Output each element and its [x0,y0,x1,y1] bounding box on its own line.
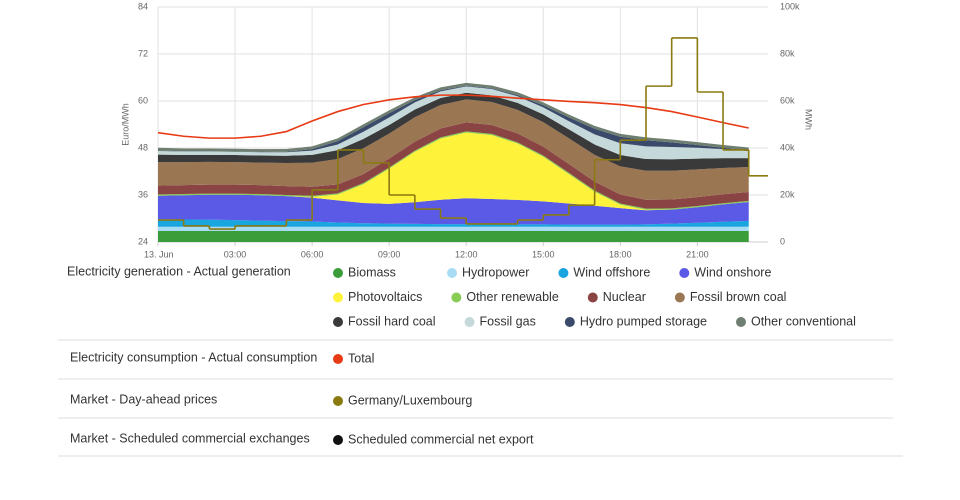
area [158,230,749,242]
area [158,122,749,209]
y2-axis-title: MWh [804,109,814,130]
legend-marker [464,317,475,327]
area [158,99,749,200]
x-tick-label: 18:00 [609,249,632,259]
area [158,92,749,171]
y-tick-label: 48 [138,142,148,152]
y-axis-title: Euro/MWh [120,103,130,146]
x-tick-label: 15:00 [532,249,555,259]
legend-label[interactable]: Biomass [348,265,396,279]
legend-label[interactable]: Wind offshore [573,265,650,279]
y2-tick-label: 60k [780,95,795,105]
y-tick-label: 84 [138,1,148,11]
legend-group-title: Electricity generation - Actual generati… [67,264,291,278]
x-tick-label: 12:00 [455,249,478,259]
legend-marker [333,354,343,364]
legend-marker [333,396,343,406]
x-tick-label: 21:00 [686,249,709,259]
legend-marker [333,268,343,278]
legend-label[interactable]: Other renewable [466,290,558,304]
legend-marker [735,317,746,327]
x-tick-label: 09:00 [378,249,401,259]
legend-label[interactable]: Other conventional [751,314,856,328]
legend-label[interactable]: Fossil gas [480,314,536,328]
legend-label[interactable]: Scheduled commercial net export [348,432,534,446]
legend-label[interactable]: Photovoltaics [348,290,422,304]
area [158,85,749,153]
y2-tick-label: 80k [780,48,795,58]
y2-tick-label: 20k [780,189,795,199]
area [158,219,749,227]
legend-label[interactable]: Total [348,351,374,365]
area [158,226,749,231]
area [158,86,749,160]
x-tick-label: 06:00 [301,249,324,259]
legend-marker [333,435,343,445]
x-tick-label: 03:00 [224,249,247,259]
legend-marker [564,317,575,327]
legend-label[interactable]: Germany/Luxembourg [348,393,472,407]
legend-label[interactable]: Hydro pumped storage [580,314,707,328]
areas [158,82,749,242]
y-tick-label: 24 [138,236,148,246]
y2-tick-label: 100k [780,1,800,11]
legend-label[interactable]: Fossil hard coal [348,314,436,328]
legend-label[interactable]: Hydropower [462,265,529,279]
legend-label[interactable]: Fossil brown coal [690,290,787,304]
legend-label[interactable]: Nuclear [603,290,646,304]
legend-group-title: Market - Scheduled commercial exchanges [70,431,310,445]
y-tick-label: 60 [138,95,148,105]
x-tick-label: 13. Jun [144,249,174,259]
legend-label[interactable]: Wind onshore [694,265,771,279]
legend-marker [674,292,685,303]
area [158,132,749,211]
legend-marker [587,292,598,303]
y-tick-label: 36 [138,189,148,199]
y-tick-label: 72 [138,48,148,58]
y2-tick-label: 40k [780,142,795,152]
area [158,194,749,225]
legend-marker [333,292,343,303]
consumption-line [157,94,749,139]
lines [157,37,768,230]
legend-group-title: Electricity consumption - Actual consump… [70,350,317,364]
legend-marker [333,317,343,327]
legend-marker [447,268,457,278]
legend-group-title: Market - Day-ahead prices [70,392,217,406]
legend-marker [451,292,462,303]
legend-marker [558,268,569,278]
legend-marker [679,268,690,278]
y2-tick-label: 0 [780,236,785,246]
